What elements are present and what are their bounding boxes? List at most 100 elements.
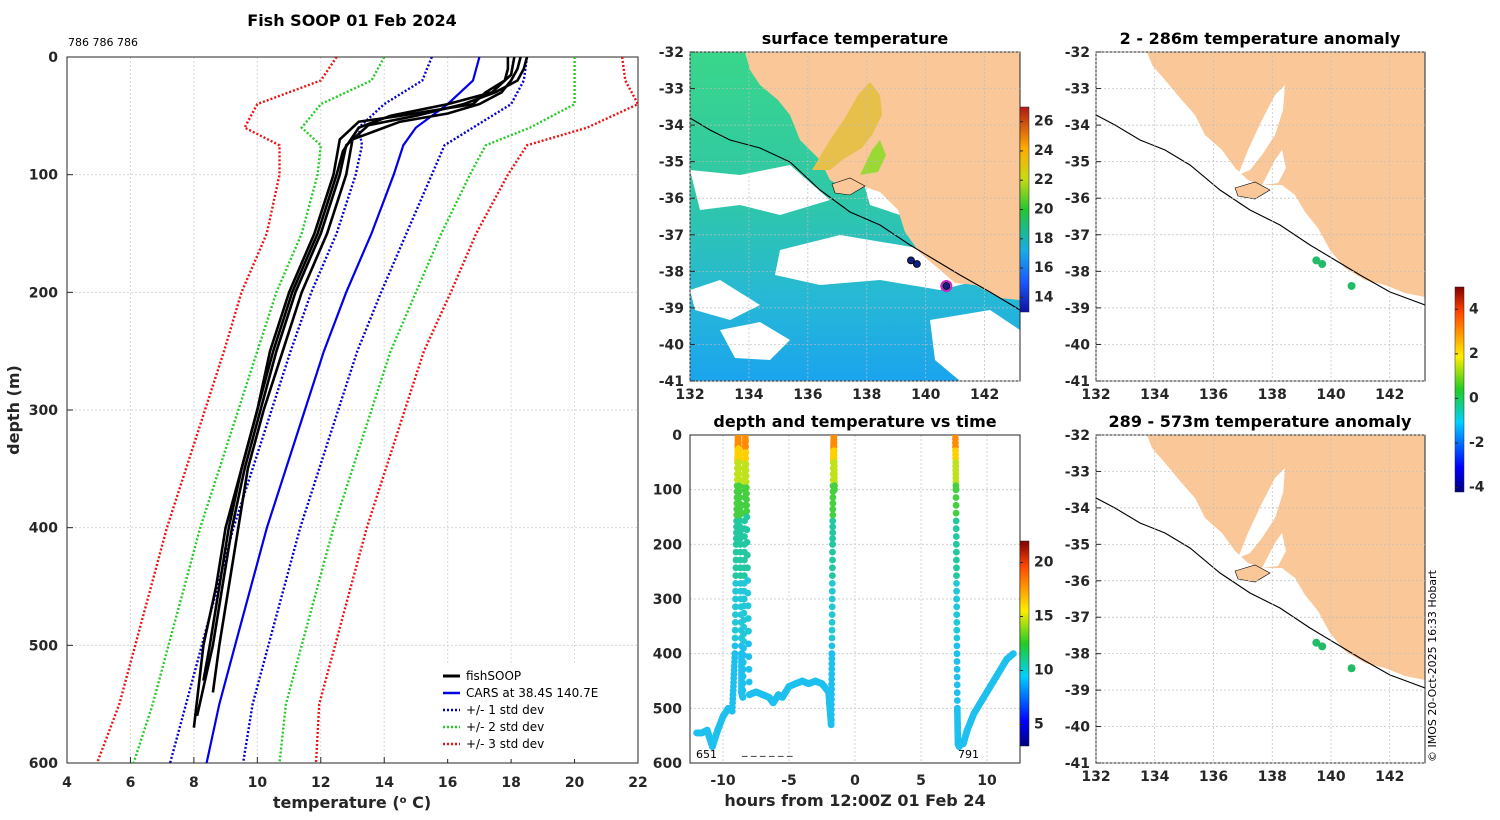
dt-point [828, 660, 836, 668]
sst-track [907, 256, 953, 292]
dt-point [953, 658, 961, 665]
dt-point [828, 670, 836, 678]
dt-point [732, 580, 740, 587]
profile-xtick: 18 [501, 775, 520, 791]
dt-point [742, 437, 749, 445]
dt-point [736, 499, 743, 507]
profile-ids: 786 786 786 [68, 36, 138, 49]
dt-point [745, 627, 752, 635]
dt-point [829, 564, 836, 572]
sst-shelf-line [690, 117, 1020, 311]
dt-cb-label: 5 [1034, 716, 1044, 732]
dt-point [953, 580, 960, 587]
sst-cloud-1 [690, 165, 830, 215]
sst-gulf-2 [860, 140, 886, 175]
map-xtick: 132 [1081, 387, 1110, 403]
map-ytick: -36 [1065, 191, 1090, 207]
dt-point [741, 556, 748, 564]
anom-cb-label: -2 [1469, 435, 1485, 451]
anom-shallow-shelf [1096, 114, 1425, 306]
dt-point [952, 540, 960, 548]
sst-cb-label: 14 [1034, 289, 1054, 305]
dt-point [952, 509, 960, 517]
dt-point [827, 721, 835, 729]
dt-point [952, 494, 960, 501]
dt-point [742, 435, 749, 439]
dt-point [745, 653, 753, 660]
map-xtick: 136 [1199, 769, 1228, 785]
anom-cb-label: 0 [1469, 390, 1479, 406]
map-ytick: -41 [1065, 374, 1090, 390]
dt-point [735, 488, 743, 495]
dt-point [829, 523, 837, 531]
dt-point [735, 470, 743, 478]
dt-point [828, 595, 836, 603]
dt-point [732, 572, 740, 579]
dt-end-label: 791 [958, 748, 979, 761]
dt-point [743, 490, 750, 497]
map-ytick: -36 [1065, 574, 1090, 590]
anom-colorbar-ticks: 4 2 0 -2 -4 [1455, 301, 1485, 496]
dt-point [828, 706, 835, 713]
dt-cb-label: 20 [1034, 555, 1054, 571]
map-xtick: 138 [1258, 769, 1287, 785]
map-xtick: 136 [793, 387, 822, 403]
anom-colorbar [1454, 286, 1465, 493]
map-xtick: 142 [1375, 387, 1404, 403]
profile-std1-plus [241, 57, 529, 763]
sst-land [745, 52, 1020, 300]
dt-point [953, 697, 961, 704]
dt-point [952, 486, 960, 494]
dt-point [736, 517, 744, 525]
dt-point [953, 689, 961, 697]
sst-cb-label: 26 [1034, 114, 1053, 130]
dt-point [828, 634, 836, 642]
dt-point [828, 675, 836, 683]
dt-xlabel: hours from 12:00Z 01 Feb 24 [724, 791, 985, 810]
dt-point [828, 696, 835, 703]
dt-point [736, 494, 743, 501]
sst-gulf-warm [812, 82, 882, 170]
dt-point [731, 642, 739, 650]
map-ytick: -40 [659, 337, 685, 353]
dt-point [743, 513, 751, 521]
dt-point [743, 496, 750, 503]
dt-point [742, 443, 749, 451]
dt-point [742, 484, 750, 492]
profile-ytick: 100 [29, 168, 58, 184]
dt-point [828, 655, 836, 663]
anomaly-point [1347, 664, 1356, 673]
sst-island [831, 177, 866, 196]
legend-std2: +/- 2 std dev [466, 720, 544, 734]
map-ytick: -34 [1065, 501, 1091, 517]
map-ytick: -37 [1065, 228, 1090, 244]
map-ytick: -37 [659, 228, 684, 244]
dt-ytick: 500 [653, 701, 682, 717]
profile-xtick: 10 [248, 775, 268, 791]
dt-point [740, 651, 747, 659]
dt-title: depth and temperature vs time [713, 412, 996, 431]
dt-ytick: 600 [653, 756, 682, 772]
dt-point [828, 611, 836, 618]
profile-ytick: 300 [29, 403, 58, 419]
dt-point [743, 507, 751, 515]
dt-xtick: 10 [977, 773, 997, 789]
dt-point [828, 626, 836, 634]
anom-shallow-points [1312, 256, 1356, 290]
xlabel-tail: C) [407, 793, 432, 812]
map-ytick: -41 [659, 374, 684, 390]
profile-ytick: 200 [29, 285, 58, 301]
dt-cb-label: 10 [1034, 662, 1054, 678]
dt-point [742, 460, 750, 468]
profile-ticks: 4 6 8 10 12 14 16 18 20 22 0 100 200 300 400 500 600 [29, 50, 648, 791]
map-ytick: -35 [1065, 155, 1090, 171]
anomaly-point [1347, 281, 1356, 290]
dt-point [952, 501, 960, 509]
profile-std2-plus [278, 57, 576, 763]
sst-cb-label: 16 [1034, 260, 1053, 276]
dt-xtick: 0 [850, 773, 860, 789]
sst-cloud-2 [775, 235, 1000, 290]
dt-point [745, 665, 753, 673]
